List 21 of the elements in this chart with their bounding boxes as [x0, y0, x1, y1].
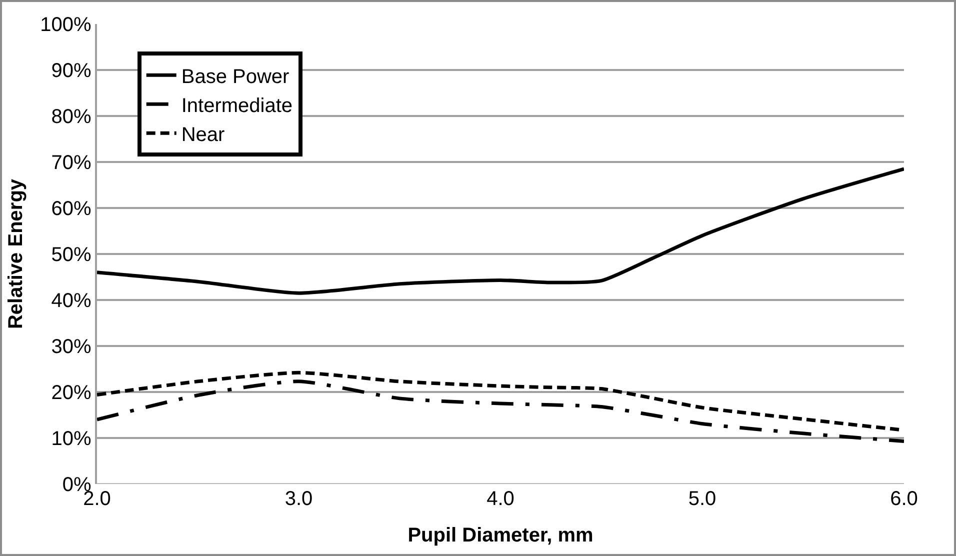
- x-tick-label: 3.0: [284, 488, 313, 510]
- line-series: [97, 167, 904, 295]
- y-tick-label: 50%: [51, 244, 92, 266]
- y-tick-label: 60%: [51, 198, 92, 220]
- y-tick-label: 70%: [51, 152, 92, 174]
- y-tick-label: 100%: [40, 14, 92, 36]
- y-tick-label: 90%: [51, 60, 92, 82]
- legend-label: Base Power: [181, 66, 290, 88]
- legend-label: Intermediate: [181, 94, 293, 117]
- x-tick-label: 6.0: [890, 488, 918, 510]
- y-tick-label: 20%: [51, 382, 92, 404]
- y-tick-label: 30%: [51, 336, 92, 358]
- x-axis-title: Pupil Diameter, mm: [408, 524, 594, 546]
- y-tick-label: 40%: [51, 290, 92, 312]
- line-series: [97, 380, 904, 443]
- x-tick-label: 4.0: [486, 488, 514, 510]
- y-axis-title: Relative Energy: [5, 178, 28, 330]
- y-tick-label: 10%: [51, 428, 92, 450]
- legend-label: Near: [181, 124, 226, 146]
- y-tick-label: 80%: [51, 106, 92, 128]
- x-tick-label: 5.0: [688, 488, 716, 510]
